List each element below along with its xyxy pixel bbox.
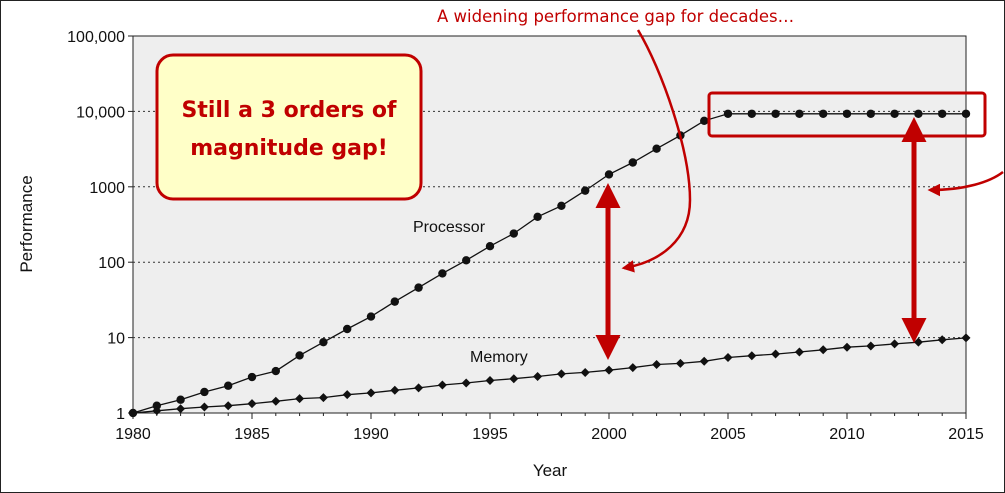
processor-point-1983 — [200, 387, 209, 397]
grid-lines — [133, 110, 966, 339]
processor-point-1985 — [247, 372, 257, 382]
processor-point-1991 — [390, 297, 399, 306]
memory-point-2002 — [652, 359, 662, 369]
processor-point-1997 — [533, 212, 542, 222]
processor-point-1988 — [319, 337, 328, 347]
memory-point-2014 — [937, 335, 947, 345]
memory-point-1995 — [485, 375, 495, 385]
right-edge-pointer — [927, 170, 1004, 197]
processor-point-1993 — [438, 269, 447, 278]
memory-point-1981 — [152, 406, 162, 416]
processor-point-1995 — [485, 242, 495, 251]
memory-point-2004 — [699, 356, 709, 366]
memory-point-2000 — [604, 365, 614, 375]
y-tick-label-100,000: 100,000 — [67, 29, 125, 46]
memory-point-1994 — [461, 378, 471, 388]
y-tick-label-10,000: 10,000 — [76, 104, 125, 121]
processor-point-2011 — [866, 109, 875, 118]
memory-point-1985 — [247, 399, 257, 409]
processor-point-1996 — [509, 229, 518, 238]
x-axis-title: Year — [533, 461, 568, 480]
processor-point-2006 — [747, 109, 756, 118]
memory-point-1982 — [176, 404, 186, 414]
memory-point-1993 — [437, 380, 447, 390]
x-tick-label-2000: 2000 — [591, 426, 627, 443]
x-tick-label-2015: 2015 — [948, 426, 984, 443]
processor-point-1994 — [462, 256, 471, 265]
processor-point-2010 — [842, 109, 852, 118]
memory-point-1983 — [199, 402, 209, 412]
processor-point-1981 — [152, 401, 161, 410]
memory-point-1997 — [533, 371, 543, 381]
memory-point-2008 — [794, 347, 804, 357]
magnitude-gap-line-1: Still a 3 orders of — [181, 98, 397, 123]
processor-point-2005 — [723, 109, 733, 118]
x-tick-label-2005: 2005 — [710, 426, 746, 443]
processor-point-2001 — [628, 158, 637, 167]
processor-point-1992 — [414, 283, 423, 292]
memory-point-2005 — [723, 352, 733, 362]
magnitude-gap-callout-box — [155, 53, 423, 201]
x-tick-label-2010: 2010 — [829, 426, 865, 443]
processor-point-2009 — [819, 109, 828, 118]
processor-point-1984 — [224, 381, 233, 390]
memory-point-2006 — [747, 351, 757, 361]
processor-point-2002 — [652, 144, 661, 153]
processor-point-1986 — [271, 366, 280, 376]
memory-point-1990 — [366, 388, 376, 398]
processor-point-2000 — [604, 170, 614, 179]
y-tick-label-10: 10 — [107, 331, 125, 348]
axis-ticks: 1 10 100 1000 10,000 100,000 1980 1985 1990 1995 2… — [67, 29, 984, 443]
memory-point-2015 — [961, 333, 971, 343]
memory-point-1992 — [414, 383, 424, 393]
x-tick-label-1980: 1980 — [115, 426, 151, 443]
memory-point-1991 — [390, 385, 400, 395]
series-layer — [128, 109, 971, 418]
y-tick-label-1000: 1000 — [89, 180, 125, 197]
memory-point-1998 — [556, 369, 566, 379]
memory-point-1988 — [318, 393, 328, 403]
memory-point-2001 — [628, 363, 638, 373]
processor-point-1989 — [343, 324, 352, 334]
memory-point-1986 — [271, 396, 281, 406]
processor-point-1999 — [581, 186, 590, 195]
memory-point-2007 — [771, 349, 781, 359]
widening-gap-annotation: A widening performance gap for decades… — [437, 7, 794, 26]
y-tick-label-1: 1 — [116, 406, 125, 423]
y-tick-label-100: 100 — [98, 255, 125, 272]
memory-point-1996 — [509, 374, 519, 384]
memory-point-2011 — [866, 341, 876, 351]
memory-point-1999 — [580, 367, 590, 377]
processor-point-2004 — [700, 116, 709, 126]
x-tick-label-1990: 1990 — [353, 426, 389, 443]
processor-point-1987 — [295, 351, 304, 360]
widening-gap-pointer — [621, 29, 692, 273]
memory-point-1980 — [128, 408, 138, 418]
memory-point-1984 — [223, 401, 233, 411]
processor-point-1998 — [557, 201, 566, 210]
memory-point-2009 — [818, 345, 828, 355]
x-tick-label-1995: 1995 — [472, 426, 508, 443]
processor-point-2007 — [771, 109, 780, 118]
processor-series-label: Processor — [413, 219, 486, 236]
processor-point-2012 — [890, 109, 899, 118]
memory-point-2003 — [675, 358, 685, 368]
x-tick-label-1985: 1985 — [234, 426, 270, 443]
plateau-highlight-box — [707, 91, 987, 138]
processor-point-2013 — [914, 109, 923, 118]
processor-point-2015 — [961, 109, 971, 118]
magnitude-gap-callout-text: Still a 3 orders of magnitude gap! — [157, 92, 421, 168]
processor-point-1990 — [366, 312, 376, 321]
memory-point-1987 — [295, 394, 305, 404]
memory-point-2010 — [842, 342, 852, 352]
processor-point-1982 — [176, 395, 185, 404]
processor-point-2008 — [795, 109, 804, 118]
memory-series-label: Memory — [470, 349, 528, 366]
memory-point-1989 — [342, 390, 352, 400]
memory-point-2012 — [890, 339, 900, 349]
processor-point-2014 — [938, 109, 947, 118]
y-axis-title: Performance — [17, 175, 36, 272]
magnitude-gap-line-2: magnitude gap! — [190, 136, 388, 161]
